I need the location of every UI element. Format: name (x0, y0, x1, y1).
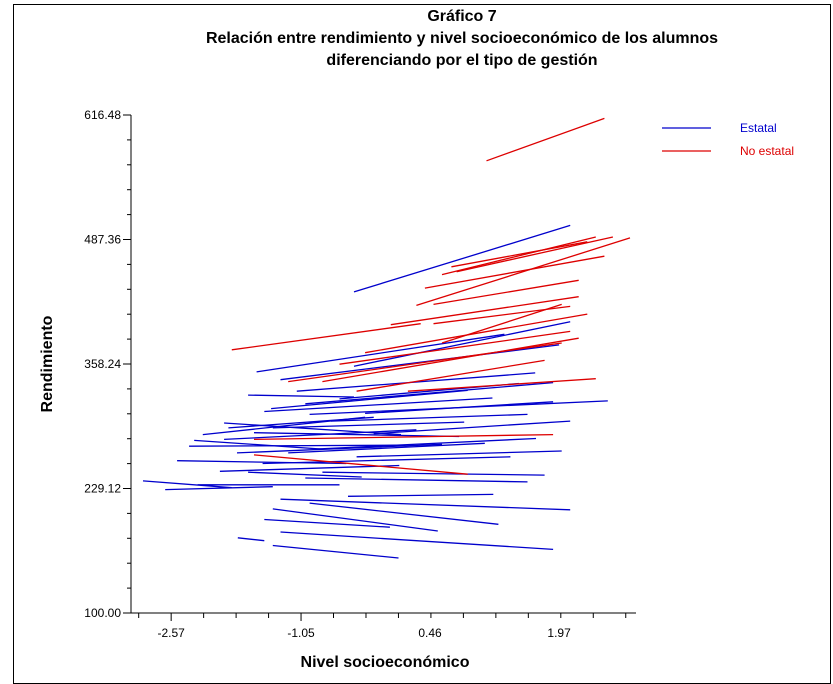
regression-line-no-estatal (253, 433, 554, 441)
y-tick-label: 229.12 (84, 482, 121, 496)
regression-line-estatal (228, 416, 374, 429)
chart-frame (13, 4, 831, 684)
regression-line-estatal (224, 429, 417, 441)
regression-line-estatal (330, 413, 528, 422)
regression-line-estatal (236, 443, 443, 454)
chart-title-line-1: Gráfico 7 (427, 8, 496, 25)
regression-line-no-estatal (407, 378, 596, 392)
regression-line-estatal (219, 464, 400, 472)
x-axis-label: Nivel socioeconómico (301, 654, 470, 671)
chart-title-line-3: diferenciando por el tipo de gestión (326, 52, 597, 69)
regression-line-estatal (356, 450, 562, 458)
x-tick-label: -2.57 (157, 626, 185, 640)
regression-line-estatal (264, 397, 493, 413)
y-tick-label: 358.24 (84, 357, 121, 371)
regression-line-estatal (280, 344, 560, 381)
chart-title-line-2: Relación entre rendimiento y nivel socio… (206, 30, 718, 47)
regression-line-estatal (288, 442, 485, 454)
regression-line-estatal (271, 389, 468, 410)
regression-line-estatal (365, 401, 554, 415)
regression-line-estatal (189, 444, 406, 447)
regression-line-no-estatal (231, 323, 421, 351)
regression-line-estatal (347, 493, 494, 497)
regression-line-no-estatal (364, 313, 588, 354)
regression-line-no-estatal (339, 330, 571, 365)
regression-line-no-estatal (441, 303, 562, 344)
y-axis-label: Rendimiento (39, 315, 56, 412)
regression-line-no-estatal (424, 255, 605, 289)
regression-line-estatal (177, 460, 347, 465)
regression-line-estatal (264, 518, 390, 528)
regression-line-estatal (322, 471, 545, 476)
regression-line-no-estatal (390, 296, 579, 326)
regression-line-estatal (353, 224, 571, 293)
regression-line-estatal (305, 477, 528, 483)
legend-label-estatal: Estatal (740, 121, 777, 135)
regression-line-estatal (353, 321, 571, 367)
x-tick-label: 1.97 (547, 626, 571, 640)
regression-line-no-estatal (356, 359, 545, 392)
regression-line-estatal (272, 421, 465, 429)
regression-line-no-estatal (441, 236, 596, 276)
regression-line-estatal (256, 333, 505, 373)
plot-lines (142, 117, 631, 559)
regression-line-estatal (272, 544, 399, 559)
axes: 100.00 229.12 358.24 487.36 616.48 -2.57 -1.05… (84, 108, 636, 640)
legend-label-no-estatal: No estatal (740, 144, 794, 158)
y-tick-label: 616.48 (84, 108, 121, 122)
regression-line-no-estatal (288, 342, 562, 383)
regression-line-no-estatal (433, 279, 579, 306)
regression-line-estatal (373, 420, 571, 435)
regression-line-estatal (248, 471, 362, 478)
regression-line-estatal (253, 432, 460, 438)
x-tick-label: 0.46 (418, 626, 442, 640)
regression-line-estatal (237, 537, 265, 542)
regression-line-estatal (272, 508, 438, 532)
legend: Estatal No estatal (662, 121, 794, 158)
regression-line-estatal (309, 502, 499, 525)
y-tick-label: 100.00 (84, 606, 121, 620)
regression-line-no-estatal (322, 337, 579, 383)
y-tick-label: 487.36 (84, 233, 121, 247)
regression-line-estatal (280, 498, 571, 511)
regression-line-no-estatal (416, 237, 631, 307)
regression-line-estatal (262, 456, 511, 465)
regression-line-estatal (142, 480, 232, 489)
regression-line-no-estatal (486, 117, 605, 162)
regression-line-estatal (305, 381, 554, 405)
regression-line-estatal (194, 439, 323, 450)
regression-line-estatal (313, 437, 537, 450)
regression-line-no-estatal (253, 454, 468, 475)
x-tick-label: -1.05 (287, 626, 315, 640)
regression-line-estatal (165, 486, 273, 491)
regression-line-no-estatal (456, 236, 614, 273)
regression-line-estatal (248, 394, 355, 398)
regression-line-estatal (280, 531, 554, 551)
regression-line-no-estatal (451, 241, 588, 268)
